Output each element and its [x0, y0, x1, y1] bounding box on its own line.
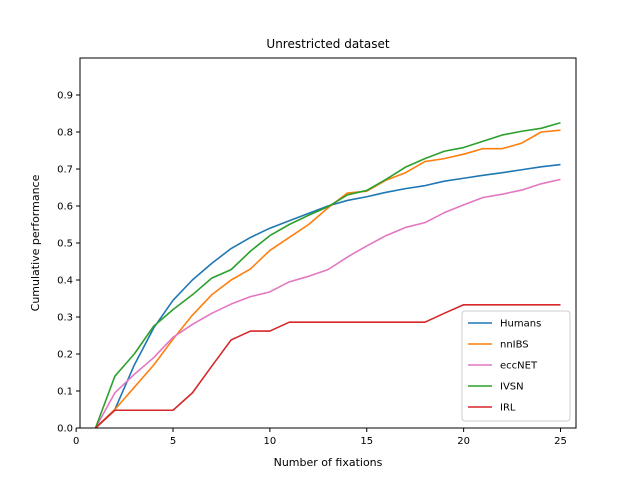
legend-label-nnibs: nnIBS: [500, 340, 529, 351]
x-tick-label: 5: [170, 436, 176, 447]
y-axis-label: Cumulative performance: [29, 174, 42, 311]
series-lines: [94, 121, 561, 429]
x-tick-label: 20: [457, 436, 470, 447]
series-line-nnibs: [94, 129, 561, 429]
series-line-eccnet: [94, 178, 561, 429]
y-tick-label: 0.7: [57, 165, 73, 176]
legend-label-ivsn: IVSN: [500, 382, 524, 393]
y-tick-label: 0.3: [57, 313, 73, 324]
y-tick-label: 0.0: [57, 424, 73, 435]
series-line-irl: [94, 303, 561, 429]
y-tick-label: 0.6: [57, 202, 73, 213]
legend-label-irl: IRL: [500, 403, 516, 414]
legend: Humans nnIBS eccNET IVSN IRL: [461, 310, 571, 422]
plot-frame: [79, 57, 577, 429]
legend-label-eccnet: eccNET: [500, 361, 538, 372]
x-tick-label: 0: [73, 436, 79, 447]
legend-box: [461, 310, 571, 422]
series-line-ivsn: [94, 121, 561, 429]
x-axis-label: Number of fixations: [274, 456, 383, 469]
chart-title: Unrestricted dataset: [266, 37, 389, 51]
y-tick-label: 0.8: [57, 128, 73, 139]
x-axis-ticks: 0 5 10 15 20 25: [73, 428, 567, 447]
x-tick-label: 25: [554, 436, 567, 447]
y-tick-label: 0.9: [57, 91, 73, 102]
x-tick-label: 10: [264, 436, 277, 447]
y-tick-label: 0.4: [57, 276, 73, 287]
y-tick-label: 0.5: [57, 239, 73, 250]
y-axis-ticks: 0.0 0.1 0.2 0.3 0.4 0.5 0.6 0.7 0.8 0.9: [57, 91, 80, 435]
legend-label-humans: Humans: [500, 319, 541, 330]
x-tick-label: 15: [360, 436, 373, 447]
y-tick-label: 0.1: [57, 387, 73, 398]
y-tick-label: 0.2: [57, 350, 73, 361]
